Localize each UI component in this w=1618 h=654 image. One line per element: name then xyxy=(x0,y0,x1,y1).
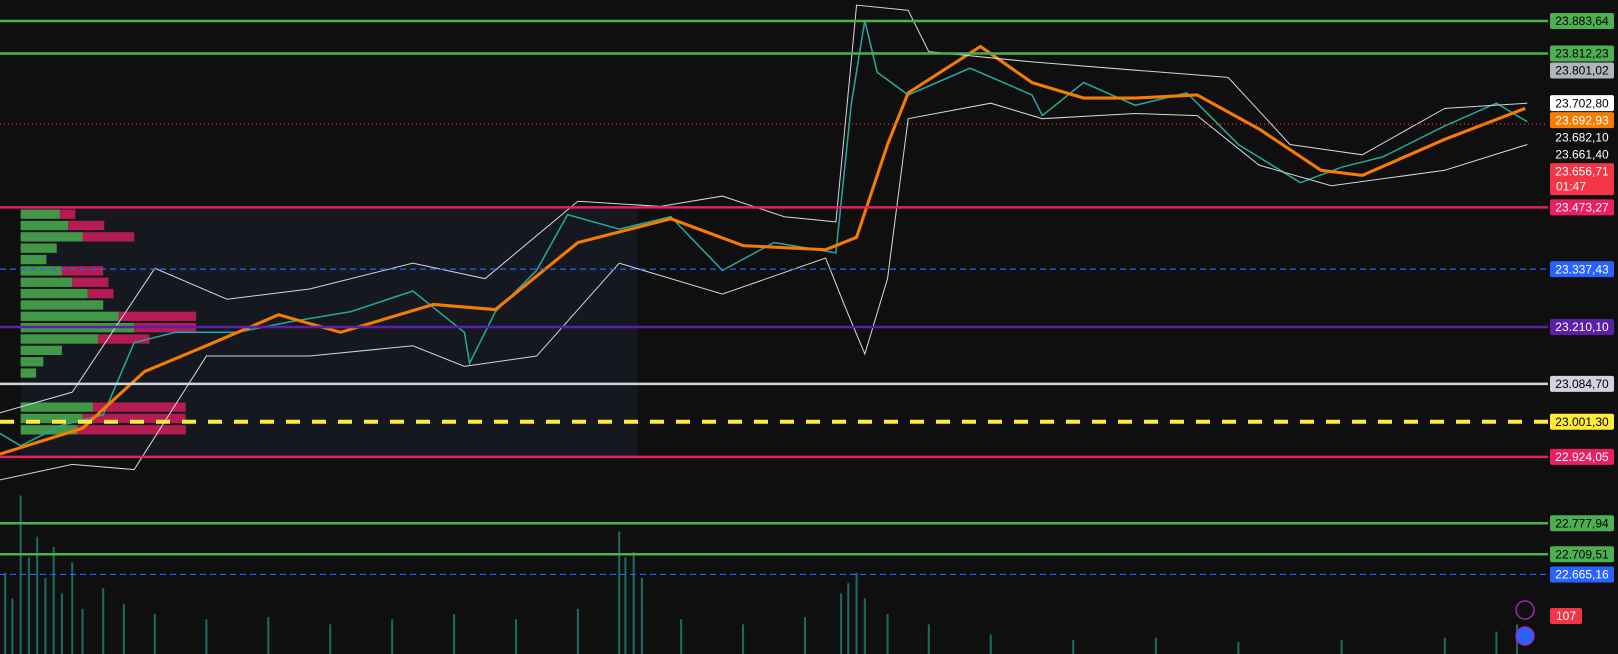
price-label: 22.665,16 xyxy=(1555,568,1609,582)
price-label-bg xyxy=(1550,566,1614,583)
price-label-bg xyxy=(1550,112,1614,129)
price-label: 23.473,27 xyxy=(1555,201,1609,215)
price-label-bg xyxy=(1550,546,1614,563)
badge-bg xyxy=(1550,608,1582,624)
badge: 107 xyxy=(1556,609,1576,623)
price-label-bg xyxy=(1550,375,1614,392)
price-label-bg xyxy=(1549,145,1615,163)
price-label: 23.692,93 xyxy=(1555,113,1609,127)
price-label-bg xyxy=(1550,413,1614,430)
price-label: 23.661,40 xyxy=(1555,147,1609,161)
price-label-bg xyxy=(1550,163,1614,196)
price-label: 22.924,05 xyxy=(1555,450,1609,464)
price-label: 23.337,43 xyxy=(1555,262,1609,276)
volume-bars xyxy=(4,495,1519,654)
price-label: 23.883,64 xyxy=(1555,14,1609,28)
price-label-bg xyxy=(1550,261,1614,278)
moving-average xyxy=(0,44,1526,456)
price-label-bg xyxy=(1550,62,1614,79)
lower-band xyxy=(0,102,1528,481)
price-label: 22.709,51 xyxy=(1555,547,1609,561)
price-label: 23.001,30 xyxy=(1555,415,1609,429)
price-label: 23.210,10 xyxy=(1555,320,1609,334)
price-label-bg xyxy=(1549,128,1615,146)
price-label: 22.777,94 xyxy=(1555,516,1609,530)
countdown-label: 01:47 xyxy=(1556,179,1586,193)
price-label-bg xyxy=(1550,318,1614,335)
price-label-bg xyxy=(1550,515,1614,532)
price-label: 23.084,70 xyxy=(1555,377,1609,391)
price-label-bg xyxy=(1550,13,1614,30)
price-label-bg xyxy=(1550,199,1614,216)
price-label-bg xyxy=(1550,95,1614,112)
price-label: 23.656,71 xyxy=(1555,164,1609,178)
upper-band xyxy=(0,4,1528,414)
price-label: 23.812,23 xyxy=(1555,47,1609,61)
alert-icon[interactable] xyxy=(1515,600,1535,620)
price-label-bg xyxy=(1550,45,1614,62)
price-label: 23.702,80 xyxy=(1555,96,1609,110)
price-label: 23.682,10 xyxy=(1555,130,1609,144)
replay-icon[interactable] xyxy=(1515,626,1535,646)
price-drawing xyxy=(0,4,1528,654)
price-label-bg xyxy=(1550,448,1614,465)
price-label: 23.801,02 xyxy=(1555,64,1609,78)
